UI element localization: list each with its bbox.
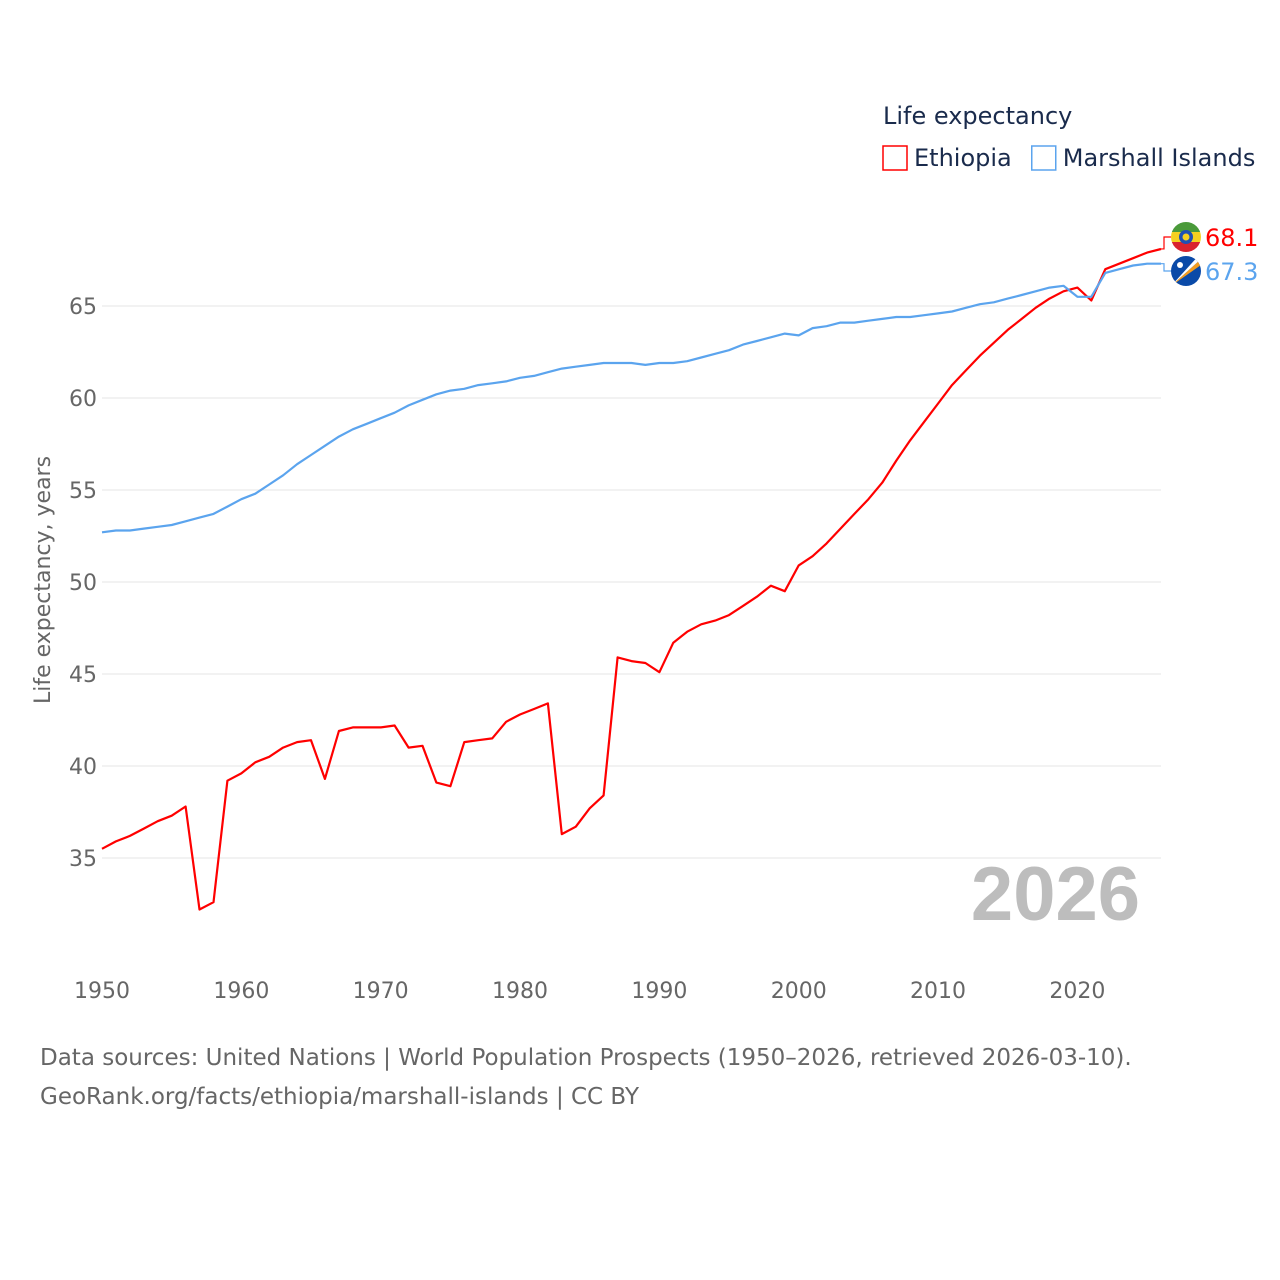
y-axis-label: Life expectancy, years — [31, 456, 56, 704]
flag-stripe — [1171, 222, 1201, 232]
y-tick-label: 55 — [69, 479, 97, 504]
x-tick-label: 2010 — [910, 979, 966, 1004]
flag-stripe — [1171, 256, 1201, 286]
flag-body — [1171, 256, 1201, 286]
marshall-islands-flag-icon — [1171, 256, 1201, 286]
y-tick-label: 60 — [69, 387, 97, 412]
y-tick-label: 35 — [69, 847, 97, 872]
leader-line — [1161, 236, 1171, 250]
flag-star — [1182, 233, 1190, 241]
y-tick-label: 65 — [69, 295, 97, 320]
footer-sources: Data sources: United Nations | World Pop… — [40, 1045, 1132, 1071]
series-line-marshall-islands — [101, 262, 1161, 534]
legend-title: Life expectancy — [883, 102, 1072, 130]
flag-body — [1171, 222, 1201, 252]
y-tick-label: 45 — [69, 663, 97, 688]
series-line-ethiopia — [101, 247, 1162, 911]
flag-stripe — [1171, 242, 1201, 252]
flag-star — [1177, 262, 1183, 268]
legend: Ethiopia Marshall Islands — [882, 144, 1256, 172]
end-value-label: 68.1 — [1205, 224, 1258, 252]
x-tick-label: 1950 — [74, 979, 130, 1004]
footer-attribution[interactable]: GeoRank.org/facts/ethiopia/marshall-isla… — [40, 1084, 639, 1110]
legend-item-label[interactable]: Marshall Islands — [1063, 144, 1256, 172]
x-axis-ticks: 1950 1960 1970 1980 1990 2000 2010 2020 — [74, 979, 1105, 1004]
legend-swatch — [1031, 145, 1057, 171]
series-end-labels: 68.1 67.3 — [1161, 222, 1258, 286]
gridlines — [102, 305, 1161, 859]
leader-line — [1161, 263, 1171, 272]
end-value-label: 67.3 — [1205, 258, 1258, 286]
ethiopia-flag-icon — [1171, 222, 1201, 252]
legend-swatch — [882, 145, 908, 171]
watermark-year: 2026 — [971, 852, 1140, 937]
x-tick-label: 1960 — [213, 979, 269, 1004]
legend-item-label[interactable]: Ethiopia — [914, 144, 1012, 172]
x-tick-label: 1980 — [492, 979, 548, 1004]
y-tick-label: 40 — [69, 755, 97, 780]
y-tick-label: 50 — [69, 571, 97, 596]
series-lines — [101, 247, 1162, 911]
y-axis-ticks: 35 40 45 50 55 60 65 — [69, 295, 97, 872]
x-tick-label: 1970 — [353, 979, 409, 1004]
x-tick-label: 2020 — [1049, 979, 1105, 1004]
x-tick-label: 1990 — [631, 979, 687, 1004]
x-tick-label: 2000 — [771, 979, 827, 1004]
